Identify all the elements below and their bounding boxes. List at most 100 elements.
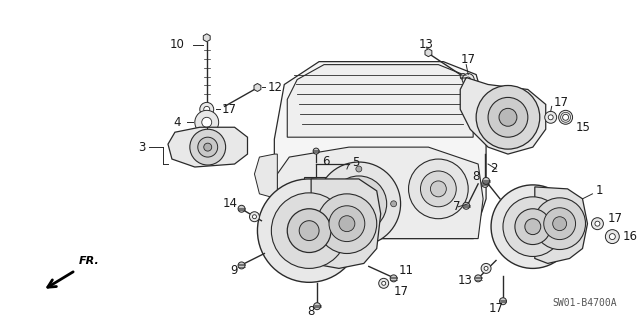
Circle shape — [609, 234, 615, 240]
Text: 10: 10 — [170, 38, 185, 51]
Circle shape — [488, 132, 493, 137]
Polygon shape — [277, 147, 483, 239]
Text: 1: 1 — [595, 184, 603, 197]
Circle shape — [317, 194, 377, 254]
Text: 15: 15 — [575, 121, 591, 134]
Circle shape — [200, 102, 214, 116]
Circle shape — [431, 181, 446, 197]
Circle shape — [515, 209, 550, 245]
Polygon shape — [168, 127, 248, 167]
Circle shape — [379, 278, 388, 288]
Text: 7: 7 — [453, 200, 461, 213]
Polygon shape — [460, 78, 546, 154]
Circle shape — [299, 221, 319, 241]
Text: 6: 6 — [322, 154, 330, 167]
Text: 3: 3 — [138, 141, 145, 154]
Text: 17: 17 — [607, 212, 622, 225]
Circle shape — [462, 74, 474, 85]
Circle shape — [271, 193, 347, 268]
Circle shape — [484, 266, 488, 271]
Circle shape — [190, 129, 226, 165]
Circle shape — [563, 114, 568, 120]
Text: 17: 17 — [488, 302, 504, 315]
Circle shape — [331, 176, 387, 232]
Circle shape — [523, 97, 528, 102]
Polygon shape — [287, 65, 473, 137]
Text: 13: 13 — [419, 38, 433, 51]
Circle shape — [317, 162, 401, 246]
Circle shape — [605, 230, 620, 243]
Circle shape — [390, 275, 397, 282]
Polygon shape — [204, 34, 210, 42]
Circle shape — [314, 303, 321, 310]
Circle shape — [559, 110, 573, 124]
Text: 16: 16 — [622, 230, 637, 243]
Circle shape — [321, 201, 327, 207]
Circle shape — [503, 197, 563, 256]
Circle shape — [204, 143, 212, 151]
Circle shape — [499, 298, 506, 305]
Circle shape — [523, 132, 528, 137]
Text: 8: 8 — [307, 305, 315, 318]
Circle shape — [250, 212, 259, 222]
Circle shape — [460, 74, 466, 79]
Circle shape — [481, 263, 491, 273]
Text: FR.: FR. — [79, 256, 99, 266]
Circle shape — [595, 221, 600, 226]
Circle shape — [488, 97, 528, 137]
Circle shape — [466, 77, 470, 82]
Circle shape — [483, 177, 490, 184]
Circle shape — [491, 185, 575, 268]
Circle shape — [257, 179, 361, 282]
Circle shape — [553, 217, 566, 231]
Circle shape — [499, 108, 517, 126]
Circle shape — [356, 166, 362, 172]
Text: 17: 17 — [394, 285, 408, 298]
Circle shape — [488, 97, 493, 102]
Text: SW01-B4700A: SW01-B4700A — [553, 298, 618, 308]
Text: 5: 5 — [352, 156, 359, 168]
Text: 9: 9 — [230, 264, 237, 277]
Circle shape — [545, 111, 557, 123]
Polygon shape — [425, 49, 432, 57]
Text: 17: 17 — [460, 53, 476, 66]
Polygon shape — [255, 154, 277, 199]
Circle shape — [476, 85, 540, 149]
Circle shape — [313, 148, 319, 154]
Circle shape — [408, 159, 468, 219]
Circle shape — [482, 181, 488, 187]
Text: 2: 2 — [490, 162, 497, 175]
Text: 4: 4 — [173, 116, 181, 129]
Circle shape — [390, 201, 397, 207]
Circle shape — [339, 216, 355, 232]
Text: 12: 12 — [268, 81, 282, 94]
Circle shape — [475, 275, 482, 282]
Circle shape — [591, 218, 604, 230]
Text: 8: 8 — [473, 170, 480, 183]
Circle shape — [252, 215, 257, 219]
Circle shape — [202, 117, 212, 127]
Circle shape — [463, 202, 470, 209]
Text: 17: 17 — [221, 103, 237, 116]
Polygon shape — [254, 84, 261, 92]
Circle shape — [238, 262, 245, 269]
Circle shape — [238, 205, 245, 212]
Polygon shape — [535, 187, 588, 263]
Circle shape — [420, 171, 456, 207]
Text: 11: 11 — [399, 264, 413, 277]
Circle shape — [329, 206, 365, 241]
Circle shape — [198, 137, 218, 157]
Text: 13: 13 — [458, 274, 472, 287]
Text: 14: 14 — [223, 197, 237, 210]
Circle shape — [345, 190, 372, 218]
Circle shape — [287, 209, 331, 253]
Circle shape — [525, 219, 541, 234]
Circle shape — [195, 110, 219, 134]
Text: 17: 17 — [554, 96, 569, 109]
Circle shape — [356, 236, 362, 241]
Circle shape — [548, 115, 553, 120]
Circle shape — [534, 198, 586, 249]
Circle shape — [381, 281, 386, 285]
Circle shape — [544, 208, 575, 240]
Circle shape — [204, 106, 210, 112]
